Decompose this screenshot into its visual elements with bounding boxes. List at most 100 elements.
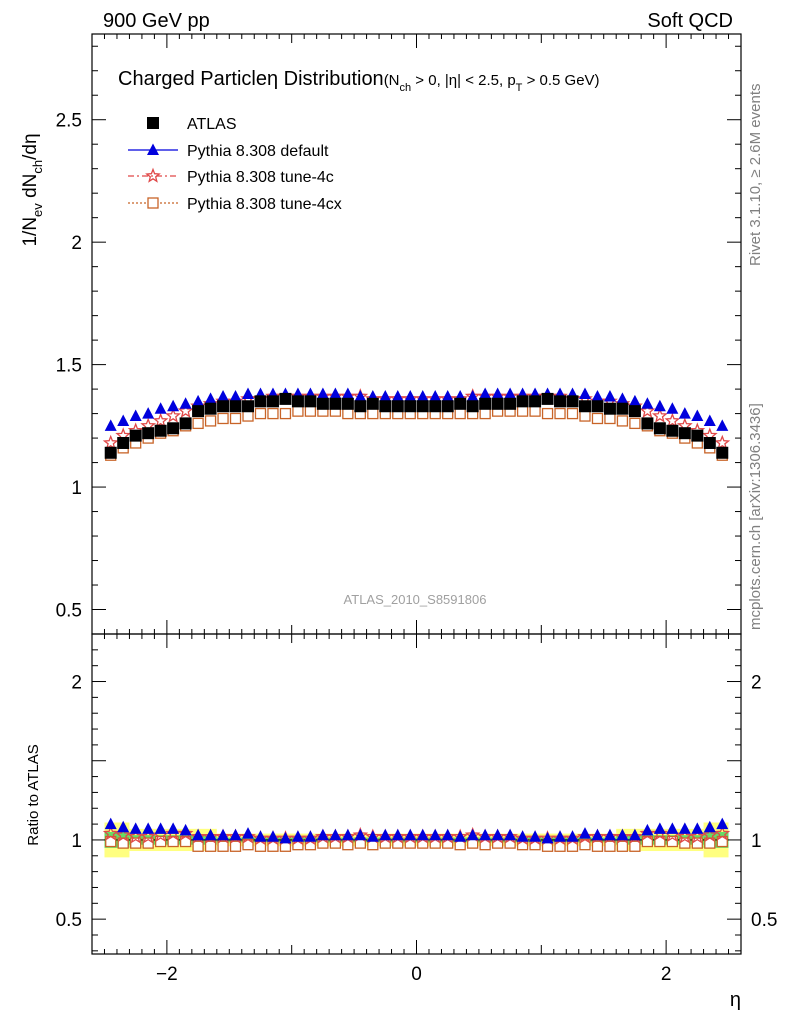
main-point-open-square <box>516 405 529 417</box>
main-point-square <box>329 397 342 410</box>
main-point-square <box>616 402 629 415</box>
main-point-square <box>217 400 230 413</box>
main-y-tick-label: 1.5 <box>56 356 82 377</box>
plot-title-cuts-prefix: (N <box>384 72 400 89</box>
main-point-square <box>504 397 517 410</box>
ratio-point-triangle <box>529 830 542 842</box>
ratio-point-triangle <box>703 820 716 833</box>
ratio-point-triangle <box>641 823 654 836</box>
ratio-point-triangle <box>441 828 454 841</box>
ratio-point-triangle <box>217 828 230 841</box>
main-point-triangle <box>379 389 392 402</box>
rivet-version-label: Rivet 3.1.10, ≥ 2.6M events <box>747 84 764 267</box>
ratio-point-triangle <box>316 828 329 841</box>
ratio-point-open-square <box>229 840 242 852</box>
ratio-point-star <box>676 828 693 844</box>
main-point-triangle <box>504 387 517 399</box>
main-point-open-square <box>229 412 242 425</box>
main-point-open-square <box>566 407 579 420</box>
main-point-open-square <box>604 412 616 425</box>
y-title-sub1: ev <box>30 203 45 217</box>
main-point-triangle <box>341 387 354 399</box>
header-left-label: 900 GeV pp <box>103 10 210 32</box>
main-point-open-square <box>267 407 279 420</box>
ratio-y-tick-label-right: 2 <box>751 673 762 694</box>
ratio-point-open-square <box>691 837 703 849</box>
legend-label-tune4c: Pythia 8.308 tune-4c <box>187 169 334 186</box>
main-point-triangle <box>578 387 591 399</box>
analysis-label: ATLAS_2010_S8591806 <box>344 592 487 607</box>
main-point-triangle <box>491 387 504 399</box>
main-point-triangle <box>691 409 704 422</box>
main-point-star <box>152 412 169 428</box>
main-point-square <box>554 395 567 408</box>
ratio-panel-points <box>102 817 731 852</box>
plot-title-cuts-suffix: > 0.5 GeV) <box>522 72 599 89</box>
ratio-point-triangle <box>466 828 479 841</box>
plot-title-cuts-sub1: ch <box>400 82 412 94</box>
main-point-square <box>229 400 242 413</box>
main-point-square <box>242 400 255 413</box>
x-tick-label: 0 <box>411 964 422 985</box>
ratio-y-tick-label: 2 <box>71 673 82 694</box>
ratio-point-open-square <box>666 835 679 848</box>
legend: ATLAS Pythia 8.308 default Pythia 8.308 … <box>128 116 342 213</box>
main-point-square <box>254 395 267 408</box>
legend-marker-tune4c <box>145 167 161 183</box>
main-point-star <box>714 434 731 450</box>
ratio-y-tick-label: 1 <box>71 831 82 852</box>
plot-title-cuts-sub2: T <box>516 82 523 94</box>
main-point-square <box>516 395 529 408</box>
main-point-open-square <box>342 407 354 420</box>
y-title-sub2: ch <box>30 160 45 174</box>
ratio-point-triangle <box>379 828 392 841</box>
main-point-square <box>192 405 205 418</box>
main-panel-points <box>102 387 731 461</box>
ratio-point-triangle <box>491 828 504 841</box>
ratio-point-triangle <box>554 830 567 842</box>
main-point-square <box>154 424 167 437</box>
main-point-triangle <box>316 387 329 399</box>
main-point-triangle <box>129 409 142 422</box>
ratio-point-star <box>102 825 119 841</box>
ratio-point-triangle <box>266 830 279 842</box>
main-point-triangle <box>391 389 404 402</box>
legend-marker-atlas <box>147 117 159 129</box>
main-point-open-square <box>279 407 292 420</box>
ratio-point-triangle <box>142 822 155 834</box>
x-axis-title: η <box>730 989 741 1011</box>
ratio-y-axis-title: Ratio to ATLAS <box>25 744 42 845</box>
ratio-point-triangle <box>279 831 292 844</box>
ratio-point-open-square <box>604 840 616 852</box>
ratio-point-star <box>639 825 656 841</box>
ratio-point-triangle <box>628 828 641 841</box>
main-point-triangle <box>117 414 130 426</box>
main-point-square <box>266 395 279 408</box>
main-point-open-square <box>254 407 267 420</box>
main-point-square <box>316 397 329 410</box>
main-point-open-square <box>616 415 629 427</box>
main-point-open-square <box>541 407 554 420</box>
legend-marker-default <box>147 143 159 155</box>
x-tick-label: −2 <box>156 964 178 985</box>
main-point-triangle <box>404 389 417 402</box>
main-point-square <box>691 429 704 442</box>
ratio-point-triangle <box>716 817 729 830</box>
ratio-point-star <box>714 825 731 841</box>
ratio-point-triangle <box>429 828 442 841</box>
main-point-triangle <box>329 387 342 399</box>
axis-ticks <box>91 34 742 954</box>
ratio-point-triangle <box>204 828 217 841</box>
main-point-square <box>703 436 716 449</box>
ratio-point-star <box>577 828 593 844</box>
main-point-triangle <box>179 397 192 409</box>
ratio-point-open-square <box>629 840 641 852</box>
main-point-square <box>641 417 654 430</box>
main-point-open-square <box>292 405 304 417</box>
ratio-y-tick-label-right: 1 <box>751 831 762 852</box>
main-y-tick-label: 2 <box>71 233 82 254</box>
main-point-open-square <box>304 405 317 417</box>
ratio-point-star <box>127 828 144 844</box>
ratio-point-triangle <box>678 822 691 834</box>
main-point-open-square <box>479 407 491 420</box>
